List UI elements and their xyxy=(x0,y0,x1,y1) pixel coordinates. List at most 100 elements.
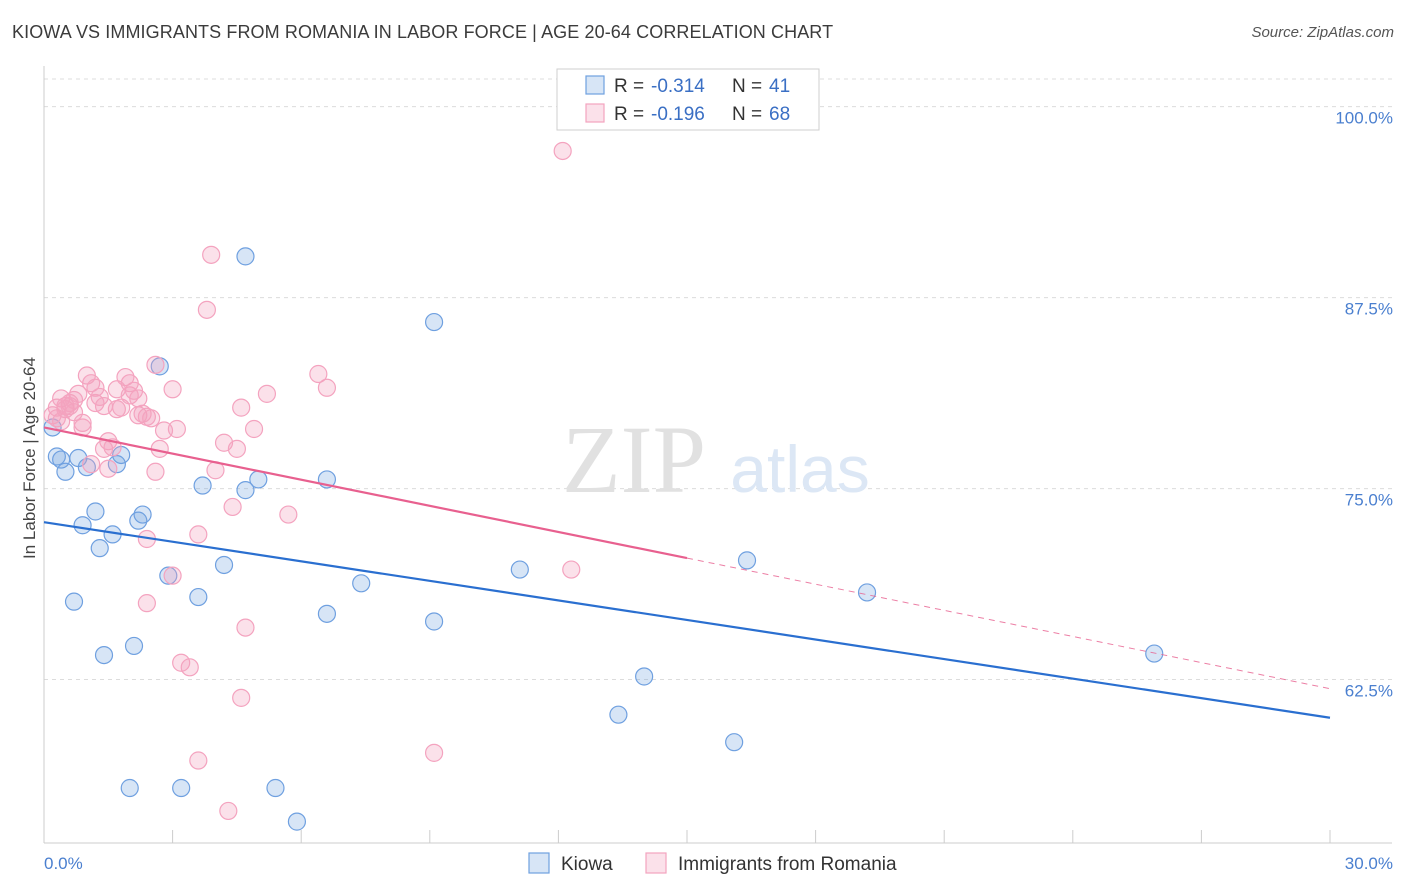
y-axis-label: In Labor Force | Age 20-64 xyxy=(20,357,39,559)
romania-point xyxy=(73,413,92,432)
watermark: ZIP atlas xyxy=(562,406,870,513)
kiowa-point xyxy=(193,476,212,495)
romania-point xyxy=(137,594,156,613)
kiowa-point xyxy=(1145,644,1164,663)
y-tick-label: 75.0% xyxy=(1345,491,1393,510)
y-tick-label: 62.5% xyxy=(1345,682,1393,701)
kiowa-point xyxy=(287,812,307,831)
kiowa-point xyxy=(214,555,234,575)
romania-point xyxy=(553,141,572,161)
stats-legend-swatch xyxy=(585,103,605,123)
y-tick-label: 87.5% xyxy=(1345,300,1393,319)
kiowa-point xyxy=(609,705,628,724)
series-legend: Kiowa Immigrants from Romania xyxy=(528,852,897,875)
kiowa-point xyxy=(64,592,84,611)
romania-point xyxy=(279,505,298,524)
romania-point xyxy=(309,364,328,384)
kiowa-point xyxy=(94,645,114,665)
kiowa-point xyxy=(172,778,191,798)
kiowa-point xyxy=(86,502,105,521)
kiowa-point xyxy=(249,470,268,489)
romania-point xyxy=(82,455,101,474)
kiowa-point xyxy=(266,778,285,798)
romania-point xyxy=(180,658,199,677)
stats-r-label: R = xyxy=(614,76,644,97)
romania-point xyxy=(129,389,148,408)
romania-point xyxy=(232,398,251,417)
kiowa-point xyxy=(236,481,255,500)
romania-point xyxy=(232,688,251,707)
series-legend-swatch xyxy=(645,852,667,874)
romania-point xyxy=(197,300,216,319)
kiowa-point xyxy=(725,733,744,752)
romania-point xyxy=(257,384,277,403)
series-legend-swatch xyxy=(528,852,550,874)
romania-point xyxy=(146,355,165,374)
romania-point xyxy=(317,378,337,397)
x-tick-label-min: 0.0% xyxy=(44,854,83,873)
romania-point xyxy=(163,566,182,585)
romania-point xyxy=(227,439,246,458)
romania-point xyxy=(424,743,444,762)
romania-point xyxy=(167,419,186,439)
romania-point xyxy=(236,618,255,637)
kiowa-point xyxy=(510,560,529,579)
trend-lines xyxy=(43,426,1331,719)
kiowa-point xyxy=(737,551,757,570)
romania-point xyxy=(223,497,242,517)
kiowa-point xyxy=(424,312,444,332)
kiowa-point xyxy=(352,574,371,593)
romania-point xyxy=(189,525,208,544)
x-tick-labels: 0.0% 30.0% xyxy=(44,854,1393,873)
kiowa-point xyxy=(107,455,126,474)
kiowa-point xyxy=(73,516,92,535)
kiowa-trend-line xyxy=(43,521,1331,719)
stats-n-label: N = xyxy=(732,76,762,97)
stats-legend-box xyxy=(556,68,820,131)
source-credit: Source: ZipAtlas.com xyxy=(1251,24,1394,41)
romania-point xyxy=(52,412,71,431)
x-tick-label-max: 30.0% xyxy=(1345,854,1393,873)
romania-point xyxy=(142,409,161,428)
chart-title: KIOWA VS IMMIGRANTS FROM ROMANIA IN LABO… xyxy=(12,22,834,42)
kiowa-point xyxy=(159,566,178,585)
romania-point xyxy=(69,384,88,403)
kiowa-point xyxy=(317,604,337,623)
romania-point xyxy=(562,560,581,579)
data-points xyxy=(43,141,1164,831)
stats-r-label: R = xyxy=(614,104,644,125)
romania-point xyxy=(244,419,264,439)
stats-n-value: 68 xyxy=(769,104,790,125)
kiowa-point xyxy=(56,462,75,481)
romania-point xyxy=(163,380,182,399)
romania-point xyxy=(86,378,105,397)
stats-r-value: -0.196 xyxy=(651,104,705,125)
series-legend-label: Kiowa xyxy=(561,854,613,875)
stats-legend-swatch xyxy=(585,75,605,95)
grid-lines xyxy=(44,78,1392,681)
kiowa-point xyxy=(857,583,877,602)
kiowa-point xyxy=(189,587,208,607)
kiowa-point xyxy=(124,636,144,656)
romania-point xyxy=(146,462,165,481)
kiowa-point xyxy=(635,667,654,686)
y-tick-label: 100.0% xyxy=(1335,109,1393,128)
romania-trend-line xyxy=(43,426,688,560)
kiowa-point xyxy=(133,505,152,524)
y-tick-labels: 62.5% 75.0% 87.5% 100.0% xyxy=(1335,109,1393,701)
series-legend-label: Immigrants from Romania xyxy=(678,854,897,875)
stats-n-label: N = xyxy=(732,104,762,125)
romania-point xyxy=(172,653,191,672)
romania-point xyxy=(99,459,118,478)
romania-point xyxy=(219,801,238,821)
stats-r-value: -0.314 xyxy=(651,76,705,97)
romania-point xyxy=(202,245,221,264)
romania-point xyxy=(90,387,109,407)
stats-legend: R = -0.314 N = 41 R = -0.196 N = 68 xyxy=(556,68,820,131)
axes xyxy=(43,66,1392,844)
watermark-zip: ZIP xyxy=(562,406,706,513)
kiowa-point xyxy=(90,539,109,558)
kiowa-point xyxy=(120,778,139,798)
kiowa-point xyxy=(424,612,444,631)
